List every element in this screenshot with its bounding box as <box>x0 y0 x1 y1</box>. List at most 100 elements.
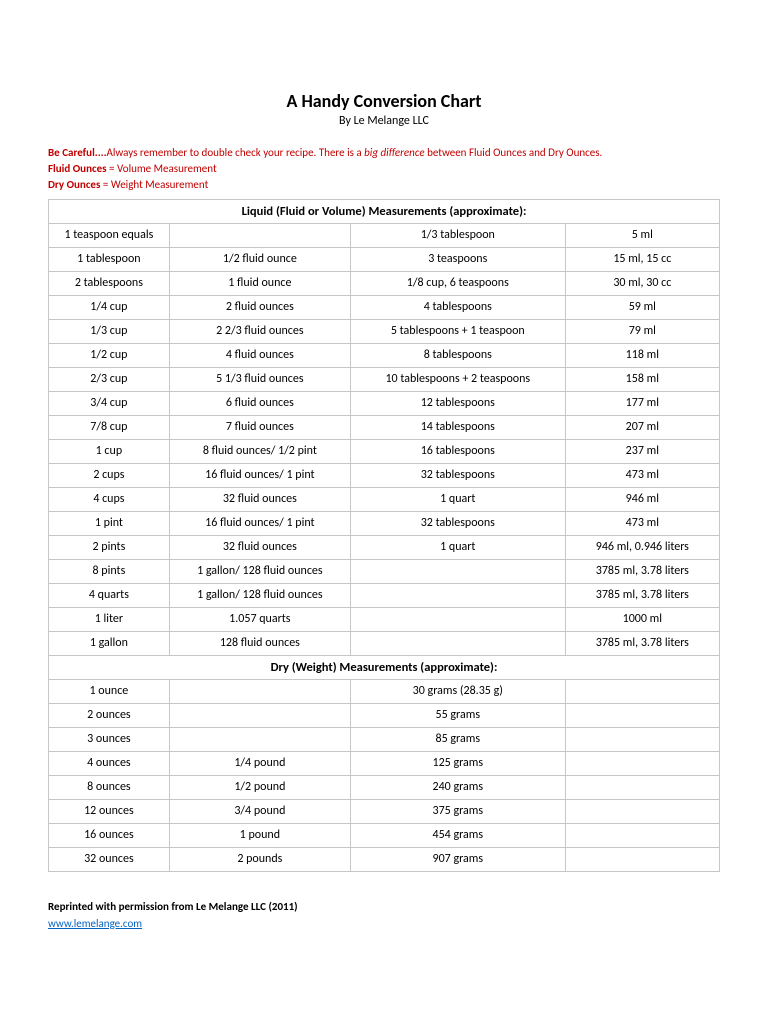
liquid-header: Liquid (Fluid or Volume) Measurements (a… <box>49 199 720 223</box>
table-cell: 1 gallon/ 128 fluid ounces <box>169 559 350 583</box>
table-cell: 2 cups <box>49 463 170 487</box>
warning-line-3: Dry Ounces = Weight Measurement <box>48 178 720 193</box>
table-cell <box>350 583 565 607</box>
table-row: 1 pint16 fluid ounces/ 1 pint32 tablespo… <box>49 511 720 535</box>
table-cell: 2 pints <box>49 535 170 559</box>
table-row: 1/3 cup2 2/3 fluid ounces5 tablespoons +… <box>49 319 720 343</box>
table-cell: 8 tablespoons <box>350 343 565 367</box>
table-row: 12 ounces3/4 pound375 grams <box>49 799 720 823</box>
document-page: A Handy Conversion Chart By Le Melange L… <box>0 0 768 962</box>
table-cell: 2 2/3 fluid ounces <box>169 319 350 343</box>
table-cell: 32 ounces <box>49 847 170 871</box>
table-row: 1 tablespoon1/2 fluid ounce3 teaspoons15… <box>49 247 720 271</box>
table-cell <box>565 799 719 823</box>
table-row: 8 pints1 gallon/ 128 fluid ounces3785 ml… <box>49 559 720 583</box>
table-cell: 4 cups <box>49 487 170 511</box>
table-cell: 158 ml <box>565 367 719 391</box>
table-cell: 207 ml <box>565 415 719 439</box>
table-cell: 946 ml, 0.946 liters <box>565 535 719 559</box>
fluid-ounces-label: Fluid Ounces <box>48 162 107 175</box>
table-row: 1 cup8 fluid ounces/ 1/2 pint16 tablespo… <box>49 439 720 463</box>
table-cell: 1/8 cup, 6 teaspoons <box>350 271 565 295</box>
table-cell: 1000 ml <box>565 607 719 631</box>
table-cell: 1/4 pound <box>169 751 350 775</box>
table-row: 2 cups16 fluid ounces/ 1 pint32 tablespo… <box>49 463 720 487</box>
table-cell: 4 tablespoons <box>350 295 565 319</box>
warning-text-2: between Fluid Ounces and Dry Ounces. <box>425 146 603 159</box>
footer-text: Reprinted with permission from Le Melang… <box>48 900 720 913</box>
table-cell: 1 pint <box>49 511 170 535</box>
table-cell: 12 ounces <box>49 799 170 823</box>
source-link[interactable]: www.lemelange.com <box>48 917 142 930</box>
table-row: 1 ounce30 grams (28.35 g) <box>49 679 720 703</box>
table-row: 16 ounces1 pound454 grams <box>49 823 720 847</box>
table-cell: 32 fluid ounces <box>169 487 350 511</box>
table-cell: 2/3 cup <box>49 367 170 391</box>
table-cell: 907 grams <box>350 847 565 871</box>
table-cell: 30 ml, 30 cc <box>565 271 719 295</box>
table-cell: 177 ml <box>565 391 719 415</box>
table-row: 2 tablespoons1 fluid ounce1/8 cup, 6 tea… <box>49 271 720 295</box>
table-row: 3 ounces 85 grams <box>49 727 720 751</box>
warning-emphasis: big difference <box>364 146 424 159</box>
dry-header-row: Dry (Weight) Measurements (approximate): <box>49 655 720 679</box>
table-cell <box>565 847 719 871</box>
table-cell <box>169 703 350 727</box>
table-cell <box>169 223 350 247</box>
table-row: 1 liter1.057 quarts1000 ml <box>49 607 720 631</box>
table-cell: 1/2 fluid ounce <box>169 247 350 271</box>
table-cell: 14 tablespoons <box>350 415 565 439</box>
fluid-ounces-desc: = Volume Measurement <box>107 162 217 175</box>
table-cell: 1/4 cup <box>49 295 170 319</box>
warning-text-1: Always remember to double check your rec… <box>107 146 365 159</box>
table-cell: 1 quart <box>350 487 565 511</box>
table-cell: 237 ml <box>565 439 719 463</box>
table-cell: 3/4 pound <box>169 799 350 823</box>
conversion-table: Liquid (Fluid or Volume) Measurements (a… <box>48 199 720 872</box>
table-cell: 3 teaspoons <box>350 247 565 271</box>
table-row: 8 ounces1/2 pound240 grams <box>49 775 720 799</box>
warning-line-2: Fluid Ounces = Volume Measurement <box>48 162 720 177</box>
table-cell <box>350 631 565 655</box>
table-cell: 1 teaspoon equals <box>49 223 170 247</box>
table-cell <box>565 823 719 847</box>
table-cell: 10 tablespoons + 2 teaspoons <box>350 367 565 391</box>
dry-ounces-desc: = Weight Measurement <box>100 178 208 191</box>
table-cell: 454 grams <box>350 823 565 847</box>
table-cell: 16 tablespoons <box>350 439 565 463</box>
table-cell: 1.057 quarts <box>169 607 350 631</box>
table-cell: 15 ml, 15 cc <box>565 247 719 271</box>
table-row: 1 gallon128 fluid ounces 3785 ml, 3.78 li… <box>49 631 720 655</box>
page-title: A Handy Conversion Chart <box>48 90 720 112</box>
table-row: 2/3 cup5 1/3 fluid ounces10 tablespoons … <box>49 367 720 391</box>
table-cell: 5 ml <box>565 223 719 247</box>
table-cell: 1 pound <box>169 823 350 847</box>
table-cell: 85 grams <box>350 727 565 751</box>
dry-ounces-label: Dry Ounces <box>48 178 100 191</box>
table-cell: 4 fluid ounces <box>169 343 350 367</box>
table-cell: 16 ounces <box>49 823 170 847</box>
table-row: 1/2 cup4 fluid ounces8 tablespoons118 ml <box>49 343 720 367</box>
table-cell: 2 fluid ounces <box>169 295 350 319</box>
table-row: 3/4 cup6 fluid ounces12 tablespoons177 m… <box>49 391 720 415</box>
table-cell: 3785 ml, 3.78 liters <box>565 631 719 655</box>
table-cell: 1 quart <box>350 535 565 559</box>
table-cell: 125 grams <box>350 751 565 775</box>
table-cell: 16 fluid ounces/ 1 pint <box>169 463 350 487</box>
warning-prefix: Be Careful.... <box>48 146 107 159</box>
table-cell: 32 fluid ounces <box>169 535 350 559</box>
table-cell: 4 ounces <box>49 751 170 775</box>
table-cell: 1 gallon <box>49 631 170 655</box>
table-cell: 16 fluid ounces/ 1 pint <box>169 511 350 535</box>
table-cell: 32 tablespoons <box>350 463 565 487</box>
table-cell: 5 1/3 fluid ounces <box>169 367 350 391</box>
table-row: 1 teaspoon equals1/3 tablespoon5 ml <box>49 223 720 247</box>
table-cell: 128 fluid ounces <box>169 631 350 655</box>
table-row: 7/8 cup7 fluid ounces14 tablespoons207 m… <box>49 415 720 439</box>
table-cell: 1 gallon/ 128 fluid ounces <box>169 583 350 607</box>
table-cell: 8 ounces <box>49 775 170 799</box>
table-cell <box>565 727 719 751</box>
table-cell <box>565 679 719 703</box>
table-cell: 3785 ml, 3.78 liters <box>565 583 719 607</box>
table-cell: 3 ounces <box>49 727 170 751</box>
